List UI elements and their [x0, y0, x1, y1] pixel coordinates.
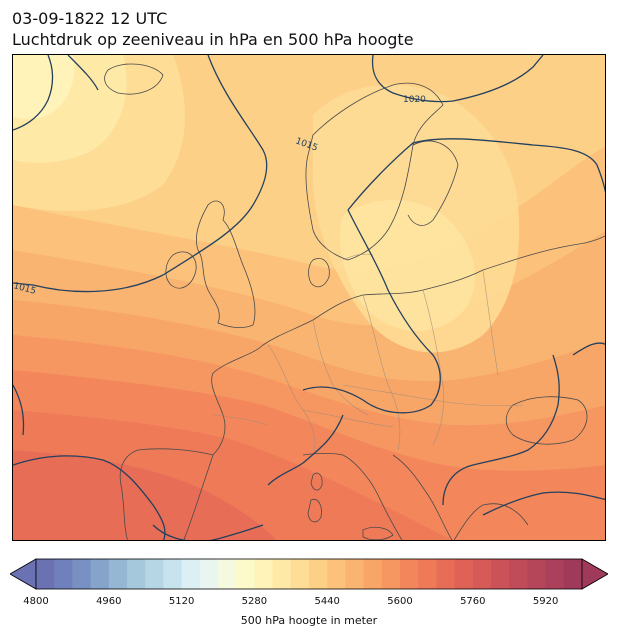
colorbar-swatch — [108, 559, 128, 589]
height-band — [13, 55, 75, 119]
colorbar-swatch — [527, 559, 547, 589]
colorbar-swatch — [272, 559, 292, 589]
colorbar-tick-label: 5120 — [168, 596, 195, 607]
colorbar-swatch — [181, 559, 201, 589]
colorbar-swatch — [454, 559, 474, 589]
colorbar-swatch — [345, 559, 365, 589]
colorbar-swatch — [381, 559, 401, 589]
colorbar-tick-label: 5280 — [241, 596, 268, 607]
colorbar-swatch — [199, 559, 219, 589]
isobars — [13, 55, 605, 540]
colorbar — [10, 558, 608, 590]
weather-map-canvas: 1020 1015 1015 — [13, 55, 605, 540]
colorbar-swatch — [36, 559, 55, 589]
colorbar-swatch — [472, 559, 492, 589]
colorbar-swatch — [436, 559, 456, 589]
colorbar-swatch — [254, 559, 274, 589]
colorbar-tick-label: 4960 — [96, 596, 122, 607]
colorbar-swatch — [236, 559, 255, 589]
colorbar-swatch — [491, 559, 510, 589]
height-band — [339, 200, 475, 332]
colorbar-swatch — [418, 559, 437, 589]
colorbar-tick-label: 5440 — [314, 596, 340, 607]
colorbar-tick-label: 5760 — [460, 596, 486, 607]
colorbar-swatch — [509, 559, 528, 589]
map-title-description: Luchtdruk op zeeniveau in hPa en 500 hPa… — [12, 30, 414, 49]
colorbar-swatch — [127, 559, 146, 589]
isobar-label: 1020 — [403, 95, 426, 105]
colorbar-max-arrow — [581, 558, 608, 590]
colorbar-tick-label: 5600 — [387, 596, 413, 607]
colorbar-swatch — [563, 559, 583, 589]
colorbar-swatch — [290, 559, 310, 589]
country-borders — [212, 253, 524, 456]
colorbar-ticks: 4800 4960 5120 5280 5440 5600 5760 5920 — [0, 596, 618, 610]
colorbar-swatch — [145, 559, 164, 589]
colorbar-swatch — [327, 559, 346, 589]
colorbar-swatch — [400, 559, 419, 589]
colorbar-swatch — [218, 559, 237, 589]
colorbar-tick-label: 4800 — [23, 596, 49, 607]
colorbar-swatch — [90, 559, 110, 589]
colorbar-swatch — [54, 559, 73, 589]
colorbar-swatch — [545, 559, 565, 589]
weather-map: 1020 1015 1015 — [12, 54, 606, 541]
colorbar-swatch — [163, 559, 183, 589]
colorbar-swatch — [363, 559, 383, 589]
colorbar-swatch — [309, 559, 328, 589]
map-title-date: 03-09-1822 12 UTC — [12, 9, 168, 28]
colorbar-tick-label: 5920 — [532, 596, 559, 607]
colorbar-frame — [35, 558, 583, 590]
colorbar-swatch — [72, 559, 92, 589]
colorbar-min-arrow — [10, 558, 37, 590]
colorbar-label: 500 hPa hoogte in meter — [240, 614, 378, 627]
